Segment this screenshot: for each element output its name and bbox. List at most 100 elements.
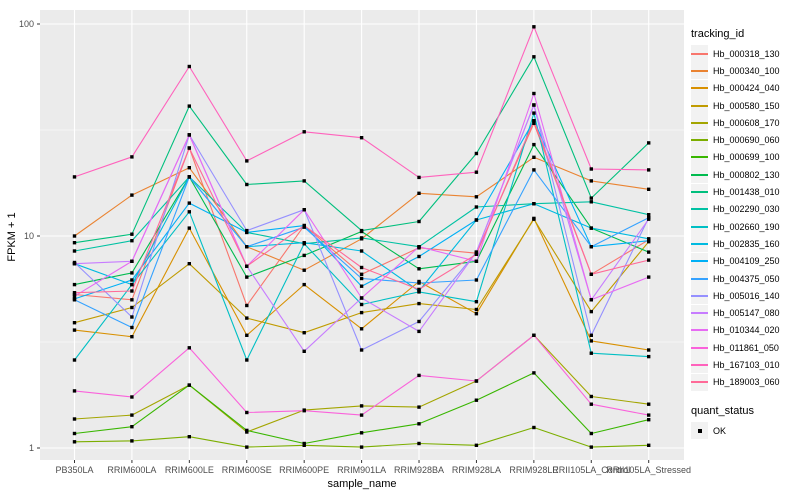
- legend-item-label: Hb_000340_100: [713, 65, 780, 76]
- data-point-marker: [417, 254, 421, 259]
- data-point-marker: [359, 272, 364, 276]
- data-point-marker: [130, 439, 134, 443]
- legend-line-icon: [691, 139, 708, 142]
- legend-item-label: Hb_004109_250: [713, 256, 780, 267]
- data-point-marker: [474, 259, 479, 263]
- data-point-marker: [359, 236, 364, 240]
- legend-item: Hb_167103_010: [691, 356, 799, 374]
- data-point-marker: [589, 272, 593, 276]
- legend-item: Hb_000608_170: [691, 114, 799, 132]
- data-point-marker: [187, 146, 191, 150]
- data-point-marker: [589, 196, 593, 200]
- data-point-marker: [245, 333, 249, 337]
- x-tick-label: RRIM600LE: [165, 465, 214, 475]
- legend-item-label: Hb_000608_170: [713, 117, 780, 128]
- x-tick-label: RRII105LA_Control: [552, 465, 630, 475]
- data-point-marker: [647, 250, 651, 254]
- data-point-marker: [474, 398, 479, 402]
- data-point-marker: [589, 167, 593, 171]
- legend-key-swatch: [691, 270, 708, 287]
- data-point-marker: [302, 241, 306, 245]
- data-point-marker: [474, 170, 479, 174]
- legend-item: Hb_189003_060: [691, 373, 799, 391]
- legend-item: Hb_000802_130: [691, 166, 799, 184]
- legend-item-label: Hb_000318_130: [713, 48, 780, 59]
- legend-item: Hb_004109_250: [691, 252, 799, 270]
- data-point-marker: [130, 325, 134, 330]
- data-point-marker: [417, 422, 421, 426]
- data-point-marker: [532, 217, 536, 221]
- x-tick-label: RRIM901LA: [337, 465, 386, 475]
- legend-line-icon: [691, 208, 708, 211]
- y-axis-title: FPKM + 1: [6, 212, 18, 262]
- data-point-marker: [647, 187, 651, 191]
- x-tick-label: RRIM600LA: [107, 465, 156, 475]
- data-point-marker: [589, 226, 593, 230]
- legend-item: Hb_000699_100: [691, 148, 799, 166]
- legend-line-icon: [691, 294, 708, 297]
- data-point-marker: [474, 252, 479, 256]
- data-point-marker: [302, 409, 306, 413]
- data-point-marker: [245, 230, 249, 235]
- data-point-marker: [474, 205, 479, 209]
- x-tick-label: RRIM600PE: [279, 465, 329, 475]
- legend-key-swatch: [691, 339, 708, 357]
- legend-key-swatch: [691, 356, 708, 374]
- data-point-marker: [589, 309, 593, 314]
- data-point-marker: [417, 245, 421, 249]
- data-point-marker: [647, 168, 651, 172]
- data-point-marker: [130, 335, 134, 339]
- legend-item-label: Hb_005147_080: [713, 308, 780, 319]
- data-point-marker: [72, 328, 77, 332]
- legend-key-swatch: [691, 114, 708, 132]
- data-point-marker: [589, 179, 593, 183]
- legend-title-quant-status: quant_status: [691, 404, 754, 417]
- legend-line-icon: [691, 173, 708, 176]
- legend-key-swatch: [691, 62, 708, 80]
- data-point-marker: [302, 208, 306, 212]
- data-point-marker: [245, 275, 249, 279]
- legend-item-label: Hb_189003_060: [713, 377, 780, 388]
- data-point-marker: [187, 262, 191, 266]
- legend-line-icon: [691, 329, 708, 332]
- data-point-marker: [589, 333, 593, 337]
- data-point-marker: [130, 315, 134, 319]
- legend-item-label: Hb_167103_010: [713, 359, 780, 370]
- data-point-marker: [130, 278, 134, 282]
- legend-quant-items: OK: [691, 422, 799, 440]
- legend-item-label: Hb_005016_140: [713, 290, 780, 301]
- legend-item-label: Hb_004375_050: [713, 273, 780, 284]
- y-tick-label: 1: [29, 443, 34, 453]
- legend-item: Hb_011861_050: [691, 339, 799, 357]
- data-point-marker: [417, 267, 421, 271]
- data-point-marker: [302, 130, 306, 134]
- data-point-marker: [245, 410, 249, 415]
- x-tick-label: RRIM928LE: [509, 465, 558, 475]
- legend-line-icon: [691, 52, 708, 55]
- data-point-marker: [245, 182, 249, 187]
- data-point-marker: [130, 282, 134, 287]
- data-point-marker: [532, 55, 536, 59]
- data-point-marker: [245, 264, 249, 268]
- data-point-marker: [647, 239, 651, 243]
- data-point-marker: [474, 300, 479, 304]
- data-point-marker: [589, 431, 593, 436]
- data-point-marker: [417, 191, 421, 195]
- data-point-marker: [417, 441, 421, 446]
- x-axis-title: sample_name: [327, 478, 397, 490]
- data-point-marker: [474, 195, 479, 199]
- data-point-marker: [245, 358, 249, 362]
- legend-item: Hb_000580_150: [691, 97, 799, 115]
- data-point-marker: [302, 253, 306, 258]
- data-point-marker: [72, 282, 77, 287]
- data-point-marker: [72, 358, 77, 362]
- data-point-marker: [302, 179, 306, 183]
- data-point-marker: [187, 166, 191, 170]
- data-point-marker: [532, 168, 536, 172]
- data-point-marker: [647, 402, 651, 406]
- data-point-marker: [532, 111, 536, 115]
- data-point-marker: [187, 175, 191, 179]
- legend-line-icon: [691, 87, 708, 90]
- data-point-marker: [302, 282, 306, 287]
- legend-key-swatch: [691, 422, 708, 440]
